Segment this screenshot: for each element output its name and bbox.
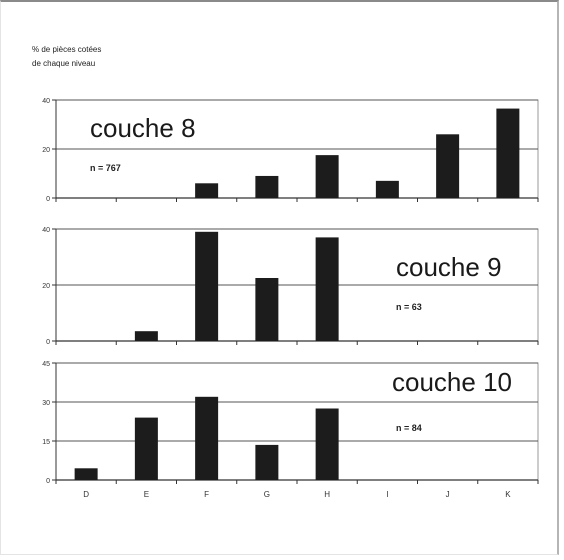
bar-f [195, 183, 219, 198]
y-tick-label: 0 [46, 196, 50, 203]
bar-h [315, 155, 339, 198]
bar-k [496, 108, 520, 198]
bar-i [375, 180, 399, 198]
panel-2: 0 20 40 couche 9 n = 63 [42, 227, 539, 346]
panel-title: couche 8 [90, 113, 196, 143]
bar-g [255, 175, 279, 198]
y-tick-label: 0 [46, 478, 50, 485]
x-tick-label-g: G [264, 490, 270, 499]
y-axis-title-line-1: % de pièces cotées [32, 45, 101, 54]
bar-g [255, 278, 279, 341]
x-tick-label-j: J [446, 490, 450, 499]
bar-h [315, 237, 339, 341]
panel-n-label: n = 63 [396, 302, 422, 312]
panel-n-label: n = 767 [90, 163, 121, 173]
bar-j [436, 134, 460, 198]
bar-h [315, 408, 339, 480]
bar-g [255, 444, 279, 480]
x-tick-label-i: I [386, 490, 388, 499]
x-tick-label-k: K [505, 490, 511, 499]
y-tick-label: 15 [42, 439, 50, 446]
y-axis-title: % de pièces cotées de chaque niveau [32, 45, 101, 68]
panel-3: 0 15 30 45 couche 10 n = 84 D E F G H I J K [42, 361, 539, 499]
bar-f [195, 231, 219, 341]
y-tick-label: 20 [42, 147, 50, 154]
y-tick-label: 0 [46, 339, 50, 346]
y-axis-title-line-2: de chaque niveau [32, 59, 95, 68]
bar-e [134, 331, 158, 341]
panel-title: couche 9 [396, 252, 502, 282]
x-tick-label-f: F [204, 490, 209, 499]
bar-f [195, 396, 219, 480]
y-tick-label: 40 [42, 227, 50, 234]
bar-d [74, 468, 98, 480]
y-tick-label: 20 [42, 283, 50, 290]
panel-title: couche 10 [392, 367, 512, 397]
x-tick-label-h: H [324, 490, 330, 499]
bar-e [134, 417, 158, 480]
panel-n-label: n = 84 [396, 423, 422, 433]
x-tick-label-d: D [83, 490, 89, 499]
y-tick-label: 40 [42, 98, 50, 105]
x-tick-label-e: E [144, 490, 149, 499]
y-tick-label: 45 [42, 361, 50, 368]
panel-1: 0 20 40 couche 8 n = 767 [42, 98, 539, 203]
y-tick-label: 30 [42, 400, 50, 407]
